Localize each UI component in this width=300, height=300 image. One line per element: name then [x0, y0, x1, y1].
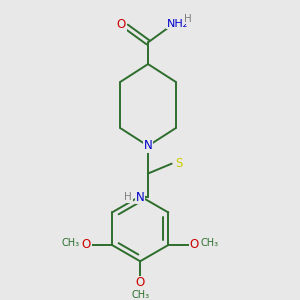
Text: N: N: [144, 140, 152, 152]
Text: O: O: [82, 238, 91, 251]
Text: O: O: [136, 277, 145, 290]
Text: H: H: [124, 192, 132, 202]
Text: O: O: [117, 18, 126, 31]
Text: N: N: [136, 191, 145, 204]
Text: NH₂: NH₂: [167, 19, 188, 29]
Text: CH₃: CH₃: [201, 238, 219, 248]
Text: CH₃: CH₃: [131, 290, 149, 300]
Text: CH₃: CH₃: [61, 238, 80, 248]
Text: O: O: [189, 238, 199, 251]
Text: S: S: [175, 157, 182, 170]
Text: H: H: [184, 14, 191, 24]
